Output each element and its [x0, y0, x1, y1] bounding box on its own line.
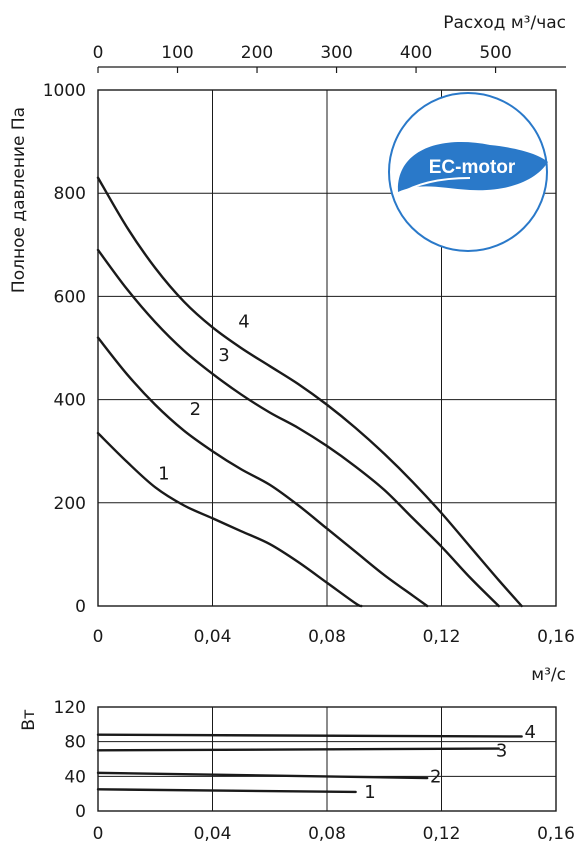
curve-label-3: 3	[218, 345, 229, 366]
y-tick-label: 80	[64, 733, 86, 753]
curve-label-1: 1	[158, 464, 169, 485]
plot-frame	[97, 706, 557, 812]
power-curve-labels: 1 2 34	[364, 722, 536, 803]
main-x-axis-unit: м³/с	[531, 665, 566, 685]
curve-2	[96, 336, 429, 608]
curve-label-2: 2	[190, 399, 201, 420]
leaf-stem-icon	[397, 177, 471, 196]
top-axis-label: Расход м³/час	[443, 13, 566, 33]
power-chart: Вт 0 40 80 120 0 0,04 0,08 0,12 0,16 1 2 34	[19, 698, 575, 844]
power-y-axis-label: Вт	[19, 709, 39, 731]
x-tick-label: 0,16	[537, 824, 575, 844]
curve-label-3: 3	[496, 740, 507, 761]
y-tick-label: 800	[54, 184, 86, 204]
top-tick-label: 400	[400, 43, 432, 63]
top-tick-label: 100	[161, 43, 193, 63]
y-tick-label: 1000	[43, 81, 86, 101]
top-tick-label: 0	[93, 43, 104, 63]
x-tick-label: 0,12	[423, 627, 461, 647]
curve-label-4: 4	[525, 722, 536, 743]
top-axis-ticks: 0 100 200 300 400 500	[93, 43, 512, 73]
top-tick-label: 300	[320, 43, 352, 63]
curve-1	[96, 788, 357, 794]
x-tick-label: 0,12	[423, 824, 461, 844]
curve-1	[96, 431, 363, 608]
main-curve-labels: 1 2 34	[158, 311, 250, 484]
y-tick-label: 400	[54, 391, 86, 411]
x-tick-label: 0	[93, 627, 104, 647]
y-tick-label: 0	[75, 802, 86, 822]
curve-label-2: 2	[430, 766, 441, 787]
top-axis: Расход м³/час 0 100 200 300 400 500	[93, 13, 566, 73]
logo-text: EC-motor	[429, 157, 516, 178]
y-tick-label: 200	[54, 494, 86, 514]
x-tick-label: 0,16	[537, 627, 575, 647]
curve-2	[96, 771, 429, 780]
pressure-chart: Полное давление Па 0 200 400 600 800 1000 0 0,…	[9, 81, 575, 685]
main-y-axis-label: Полное давление Па	[9, 107, 29, 293]
curve-3	[96, 747, 500, 752]
curve-3	[96, 248, 500, 608]
power-x-ticks: 0 0,04 0,08 0,12 0,16	[93, 824, 575, 844]
main-curves	[96, 176, 523, 608]
y-tick-label: 40	[64, 767, 86, 787]
curve-label-4: 4	[238, 311, 249, 332]
y-tick-label: 120	[54, 698, 86, 718]
curve-label-1: 1	[364, 782, 375, 803]
top-tick-label: 500	[479, 43, 511, 63]
curve-4	[96, 176, 523, 608]
curve-4	[96, 733, 523, 738]
x-tick-label: 0,04	[194, 824, 232, 844]
x-tick-label: 0,08	[308, 824, 346, 844]
top-tick-label: 200	[241, 43, 273, 63]
ec-motor-logo: EC-motor	[388, 92, 548, 252]
x-tick-label: 0,04	[194, 627, 232, 647]
power-grid	[97, 706, 557, 812]
leaf-icon	[397, 142, 548, 192]
x-tick-label: 0	[93, 824, 104, 844]
power-y-ticks: 0 40 80 120	[54, 698, 86, 822]
main-x-ticks: 0 0,04 0,08 0,12 0,16	[93, 627, 575, 647]
y-tick-label: 0	[75, 597, 86, 617]
main-y-ticks: 0 200 400 600 800 1000	[43, 81, 86, 617]
power-curves	[96, 733, 523, 794]
plot-frame	[97, 89, 557, 607]
x-tick-label: 0,08	[308, 627, 346, 647]
y-tick-label: 600	[54, 287, 86, 307]
